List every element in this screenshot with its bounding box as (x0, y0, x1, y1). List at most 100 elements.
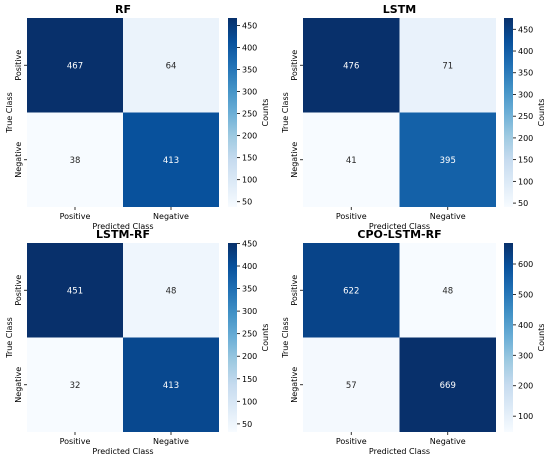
x-axis-label: Predicted Class (92, 447, 153, 456)
colorbar-tick-label: 200 (242, 132, 257, 141)
heatmap-cell (123, 337, 219, 432)
colorbar-tick-label: 450 (242, 21, 257, 30)
colorbar-tick-label: 150 (242, 154, 257, 163)
x-tick-label: Negative (430, 212, 466, 221)
colorbar-tick-label: 50 (518, 199, 528, 208)
heatmap-cell (123, 243, 219, 338)
colorbar-tick-label: 400 (518, 321, 533, 330)
heatmap-panel-4: CPO-LSTM-RF 622 48 57 669 Positive Negative Pos… (281, 228, 546, 456)
y-tick-label: Positive (14, 275, 23, 306)
cell-value-label: 476 (343, 61, 359, 71)
cell-value-label: 467 (67, 61, 83, 71)
heatmap-cell (303, 112, 400, 207)
panel-title: LSTM-RF (96, 228, 150, 241)
colorbar (504, 243, 513, 432)
cell-value-label: 413 (163, 156, 179, 166)
y-axis-label: True Class (281, 317, 290, 359)
cell-value-label: 57 (346, 381, 357, 391)
y-axis-label: True Class (5, 92, 14, 134)
x-tick-label: Positive (60, 212, 91, 221)
colorbar-tick-label: 450 (518, 25, 533, 34)
heatmap-panel-1: RF 467 64 38 413 Positive Negative Positive Nega… (5, 3, 270, 231)
heatmap-cell (303, 18, 400, 113)
heatmap-cell (399, 243, 496, 338)
colorbar-tick-label: 50 (242, 198, 252, 207)
y-tick-label: Negative (290, 142, 299, 178)
panel-title: CPO-LSTM-RF (357, 228, 441, 241)
colorbar-tick-label: 400 (242, 44, 257, 53)
y-axis-label: True Class (5, 317, 14, 359)
x-tick-label: Negative (430, 437, 466, 446)
colorbar-tick-label: 300 (242, 307, 257, 316)
colorbar-tick-label: 200 (518, 134, 533, 143)
colorbar-tick-label: 100 (518, 177, 533, 186)
colorbar-label: Counts (537, 99, 546, 127)
colorbar (228, 243, 237, 432)
colorbar-tick-label: 250 (518, 112, 533, 121)
heatmap-panel-3: LSTM-RF 451 48 32 413 Positive Negative Positiv… (5, 228, 270, 456)
cell-value-label: 64 (166, 61, 177, 71)
colorbar-tick-label: 250 (242, 110, 257, 119)
heatmap-cell (27, 112, 123, 207)
colorbar (228, 18, 237, 207)
colorbar-label: Counts (537, 324, 546, 352)
y-tick-label: Positive (290, 275, 299, 306)
y-tick-label: Positive (290, 50, 299, 81)
colorbar-tick-label: 50 (242, 420, 252, 429)
heatmap-cell (399, 18, 496, 113)
cell-value-label: 451 (67, 286, 83, 296)
y-axis-label: True Class (281, 92, 290, 134)
x-tick-label: Positive (60, 437, 91, 446)
x-axis-label: Predicted Class (369, 222, 430, 231)
heatmap-cell (27, 18, 123, 113)
heatmap-cell (399, 112, 496, 207)
x-tick-label: Positive (336, 212, 367, 221)
x-tick-label: Negative (153, 437, 189, 446)
colorbar-tick-label: 450 (242, 239, 257, 248)
colorbar-tick-label: 200 (242, 352, 257, 361)
colorbar-tick-label: 300 (518, 90, 533, 99)
colorbar-tick-label: 250 (242, 330, 257, 339)
colorbar-tick-label: 100 (242, 176, 257, 185)
heatmap-cell (27, 243, 123, 338)
colorbar-tick-label: 500 (518, 290, 533, 299)
y-tick-label: Positive (14, 50, 23, 81)
cell-value-label: 413 (163, 381, 179, 391)
panel-title: LSTM (383, 3, 416, 16)
cell-value-label: 32 (70, 381, 81, 391)
colorbar-label: Counts (261, 99, 270, 127)
y-tick-label: Negative (290, 367, 299, 403)
colorbar-tick-label: 100 (518, 412, 533, 421)
heatmap-cell (123, 112, 219, 207)
y-tick-label: Negative (14, 367, 23, 403)
heatmap-cell (27, 337, 123, 432)
colorbar-tick-label: 150 (242, 375, 257, 384)
cell-value-label: 669 (440, 381, 456, 391)
cell-value-label: 71 (442, 61, 453, 71)
heatmap-cell (303, 337, 400, 432)
colorbar-tick-label: 100 (242, 397, 257, 406)
colorbar-tick-label: 300 (518, 351, 533, 360)
colorbar-tick-label: 350 (242, 285, 257, 294)
heatmap-cell (303, 243, 400, 338)
colorbar-tick-label: 350 (518, 69, 533, 78)
colorbar-tick-label: 400 (242, 262, 257, 271)
heatmap-panel-2: LSTM 476 71 41 395 Positive Negative Positive Ne… (281, 3, 546, 231)
x-tick-label: Positive (336, 437, 367, 446)
x-tick-label: Negative (153, 212, 189, 221)
cell-value-label: 48 (166, 286, 177, 296)
colorbar-tick-label: 350 (242, 66, 257, 75)
colorbar-label: Counts (261, 324, 270, 352)
colorbar-tick-label: 400 (518, 47, 533, 56)
cell-value-label: 38 (70, 156, 81, 166)
heatmap-cell (399, 337, 496, 432)
colorbar (504, 18, 513, 207)
colorbar-tick-label: 300 (242, 88, 257, 97)
x-axis-label: Predicted Class (92, 222, 153, 231)
cell-value-label: 41 (346, 156, 357, 166)
colorbar-tick-label: 150 (518, 156, 533, 165)
colorbar-tick-label: 200 (518, 382, 533, 391)
cell-value-label: 395 (440, 156, 456, 166)
